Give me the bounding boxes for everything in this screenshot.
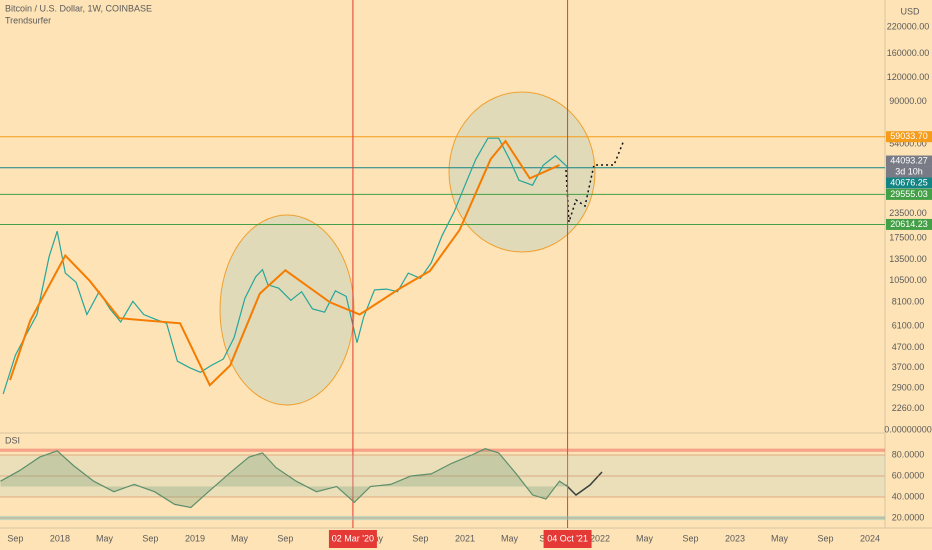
x-tick-label: May [501, 533, 519, 543]
price-label: 29555.03 [890, 189, 928, 199]
x-tick-label: 2021 [455, 533, 475, 543]
oscillator-projection [565, 471, 603, 496]
x-tick-label: 2024 [860, 533, 880, 543]
x-tick-label: Sep [7, 533, 23, 543]
y-tick-label: 10500.00 [889, 275, 927, 285]
projection [565, 139, 625, 223]
countdown-box [886, 166, 932, 178]
x-tick-label: Sep [412, 533, 428, 543]
y-tick-label: 8100.00 [892, 297, 925, 307]
series-line [2, 137, 569, 395]
y-tick-label: 220000.00 [887, 21, 930, 31]
y-tick-label: 120000.00 [887, 72, 930, 82]
y-tick-label: 2900.00 [892, 382, 925, 392]
y-tick-label: 60.0000 [892, 470, 925, 480]
highlight-circle [448, 91, 596, 253]
x-tick-label: 2022 [590, 533, 610, 543]
oscillator-title: DSI [5, 435, 20, 445]
y-tick-label: 20.0000 [892, 512, 925, 522]
x-tick-label: Sep [682, 533, 698, 543]
price-label-box [886, 131, 932, 143]
event-label-box [543, 530, 592, 548]
price-label: 20614.23 [890, 219, 928, 229]
countdown: 3d 10h [895, 166, 923, 176]
x-tick-label: 2023 [725, 533, 745, 543]
overbought-band [0, 448, 885, 452]
currency: USD [900, 6, 920, 16]
x-tick-label: May [96, 533, 114, 543]
y-tick-label: 4700.00 [892, 342, 925, 352]
price-label: 59033.70 [890, 131, 928, 141]
x-tick-label: 2018 [50, 533, 70, 543]
price-label-box [886, 177, 932, 189]
series-line [0, 448, 568, 509]
oscillator-area [0, 448, 568, 508]
y-tick-label: 17500.00 [889, 232, 927, 242]
price-label: 40676.25 [890, 177, 928, 187]
x-tick-label: Sep [277, 533, 293, 543]
y-tick-label: 13500.00 [889, 254, 927, 264]
price-label-box [886, 218, 932, 230]
highlight-circle [219, 214, 355, 406]
y-tick-label: 3700.00 [892, 362, 925, 372]
price-label-box [886, 188, 932, 200]
y-tick-label: 40.0000 [892, 491, 925, 501]
y-tick-label: 90000.00 [889, 96, 927, 106]
x-tick-label: Sep [142, 533, 158, 543]
y-tick-label: 2260.00 [892, 403, 925, 413]
y-tick-label: 54000.00 [889, 138, 927, 148]
event-label-box [328, 530, 377, 548]
chart-title: Bitcoin / U.S. Dollar, 1W, COINBASE [5, 3, 152, 13]
x-tick-label: Sep [817, 533, 833, 543]
event-label: 04 Oct '21 [547, 533, 588, 543]
x-tick-label: 2019 [185, 533, 205, 543]
y-tick-label: 160000.00 [887, 48, 930, 58]
y-tick-label: 80.0000 [892, 449, 925, 459]
price-label: 44093.27 [890, 155, 928, 165]
event-label: 02 Mar '20 [332, 533, 374, 543]
x-tick-label: May [636, 533, 654, 543]
x-tick-label: May [771, 533, 789, 543]
y-tick-label: 23500.00 [889, 208, 927, 218]
price-label-box [886, 155, 932, 167]
indicator-name: Trendsurfer [5, 15, 51, 25]
series-line [9, 139, 560, 387]
x-tick-label: May [231, 533, 249, 543]
oscillator-top-label: 0.00000000 [884, 424, 932, 434]
y-tick-label: 6100.00 [892, 320, 925, 330]
